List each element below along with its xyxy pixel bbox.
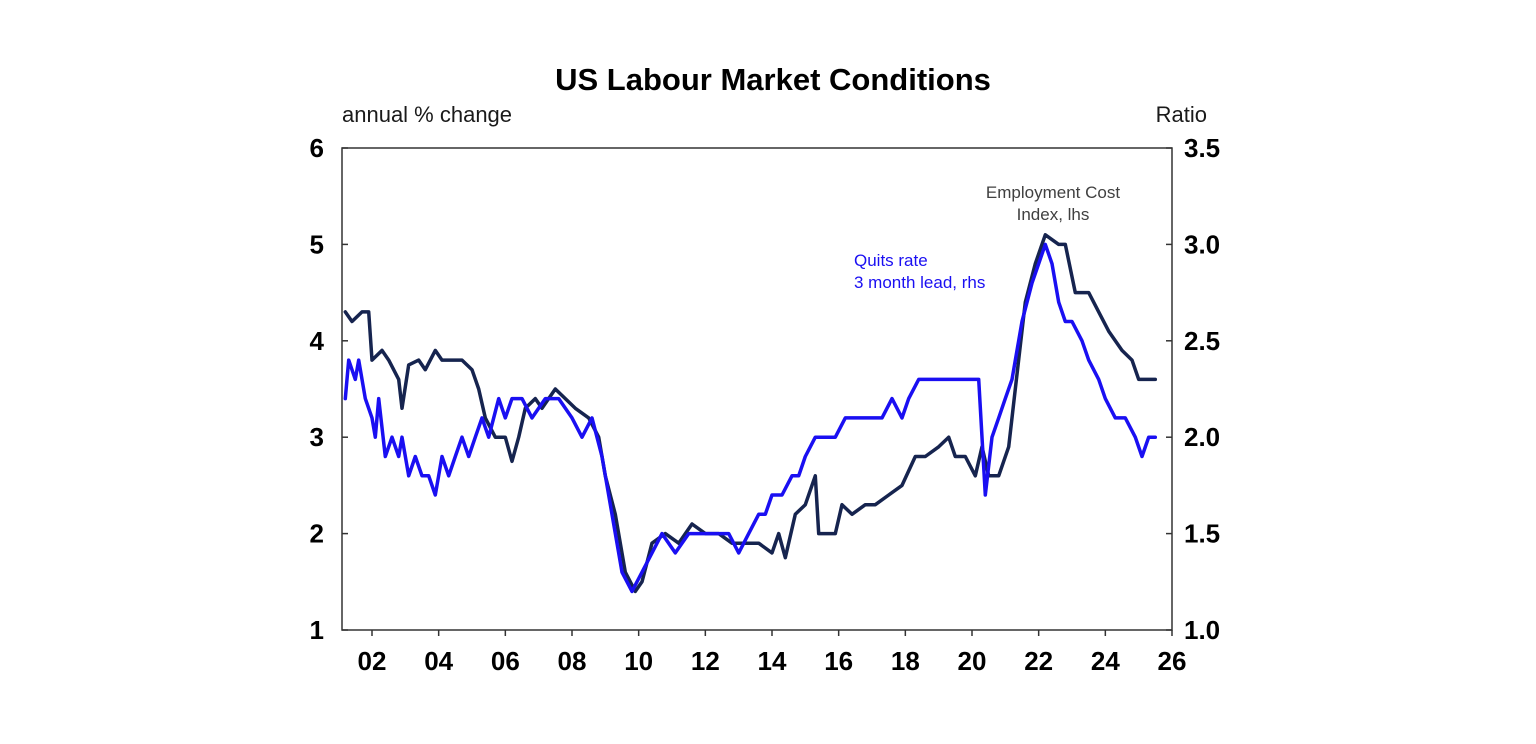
x-tick-label: 16: [824, 646, 853, 676]
left-tick-label: 5: [310, 229, 324, 259]
x-tick-label: 06: [491, 646, 520, 676]
ecil-annotation-line1: Employment Cost: [986, 183, 1120, 202]
quits-series-line: [343, 242, 1158, 594]
x-tick-label: 02: [358, 646, 387, 676]
x-tick-label: 18: [891, 646, 920, 676]
series-layer: [343, 233, 1158, 594]
left-tick-label: 3: [310, 422, 324, 452]
x-tick-label: 20: [958, 646, 987, 676]
x-tick-label: 10: [624, 646, 653, 676]
left-tick-label: 6: [310, 133, 324, 163]
x-tick-label: 04: [424, 646, 453, 676]
right-y-axis: 1.0 1.5 2.0 2.5 3.0 3.5: [1166, 133, 1220, 645]
right-axis-label: Ratio: [1156, 102, 1207, 127]
right-tick-label: 1.0: [1184, 615, 1220, 645]
left-tick-label: 1: [310, 615, 324, 645]
right-tick-label: 2.5: [1184, 326, 1220, 356]
left-axis-label: annual % change: [342, 102, 512, 127]
quits-annotation-line2: 3 month lead, rhs: [854, 273, 985, 292]
ecil-annotation-line2: Index, lhs: [1017, 205, 1090, 224]
right-tick-label: 3.0: [1184, 229, 1220, 259]
x-axis: 02 04 06 08 10 12 14 16 18 20 22 24 26: [358, 630, 1187, 676]
quits-annotation-line1: Quits rate: [854, 251, 928, 270]
x-tick-label: 12: [691, 646, 720, 676]
left-tick-label: 2: [310, 519, 324, 549]
left-tick-label: 4: [310, 326, 325, 356]
x-tick-label: 08: [558, 646, 587, 676]
ecil-series-line: [343, 233, 1158, 594]
x-tick-label: 26: [1158, 646, 1187, 676]
x-tick-label: 24: [1091, 646, 1120, 676]
chart-title: US Labour Market Conditions: [555, 62, 991, 97]
right-tick-label: 2.0: [1184, 422, 1220, 452]
left-y-axis: 1 2 3 4 5 6: [310, 133, 348, 645]
plot-frame: [341, 147, 1173, 631]
right-tick-label: 3.5: [1184, 133, 1220, 163]
right-tick-label: 1.5: [1184, 519, 1220, 549]
x-tick-label: 22: [1024, 646, 1053, 676]
x-tick-label: 14: [758, 646, 787, 676]
